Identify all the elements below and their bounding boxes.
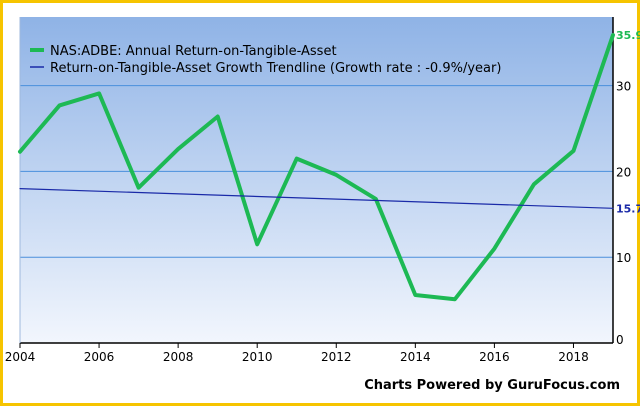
x-tick-label: 2006 (84, 350, 115, 364)
end-label-trend: 15.7 (616, 202, 640, 215)
credit-text: Charts Powered by GuruFocus.com (364, 378, 620, 393)
x-tick-label: 2014 (400, 350, 431, 364)
x-tick-label: 2016 (479, 350, 510, 364)
series-line-roic (18, 33, 615, 302)
x-tick-label: 2010 (242, 350, 273, 364)
legend: NAS:ADBE: Annual Return-on-Tangible-Asse… (30, 44, 501, 76)
legend-label-trend: Return-on-Tangible-Asset Growth Trendlin… (50, 61, 501, 76)
plot-area (20, 17, 613, 343)
x-tick-label: 2012 (321, 350, 352, 364)
end-label-roic: 35.9 (616, 29, 640, 42)
x-tick-label: 2004 (5, 350, 36, 364)
y-tick-label: 20 (616, 165, 631, 179)
x-tick-label: 2008 (163, 350, 194, 364)
x-tick-label: 2018 (558, 350, 589, 364)
y-tick-label: 10 (616, 251, 631, 265)
y-tick-label: 30 (616, 80, 631, 94)
series-line-trend (19, 188, 614, 209)
y-tick-label-zero: 0 (616, 333, 624, 347)
legend-label-roic: NAS:ADBE: Annual Return-on-Tangible-Asse… (50, 44, 337, 59)
